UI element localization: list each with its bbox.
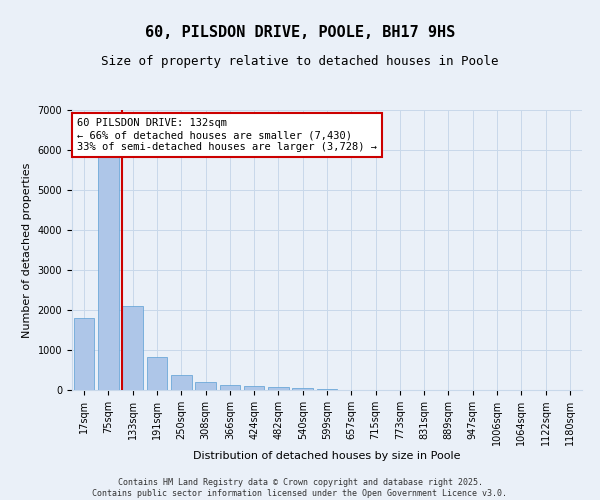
- Bar: [171, 375, 191, 390]
- Text: 60 PILSDON DRIVE: 132sqm
← 66% of detached houses are smaller (7,430)
33% of sem: 60 PILSDON DRIVE: 132sqm ← 66% of detach…: [77, 118, 377, 152]
- Bar: [122, 306, 143, 390]
- Bar: [98, 157, 119, 390]
- X-axis label: Distribution of detached houses by size in Poole: Distribution of detached houses by size …: [193, 451, 461, 461]
- Text: Size of property relative to detached houses in Poole: Size of property relative to detached ho…: [101, 55, 499, 68]
- Bar: [292, 388, 313, 390]
- Text: Contains HM Land Registry data © Crown copyright and database right 2025.
Contai: Contains HM Land Registry data © Crown c…: [92, 478, 508, 498]
- Bar: [220, 385, 240, 390]
- Y-axis label: Number of detached properties: Number of detached properties: [22, 162, 32, 338]
- Bar: [268, 387, 289, 390]
- Bar: [317, 389, 337, 390]
- Text: 60, PILSDON DRIVE, POOLE, BH17 9HS: 60, PILSDON DRIVE, POOLE, BH17 9HS: [145, 25, 455, 40]
- Bar: [244, 386, 265, 390]
- Bar: [146, 357, 167, 390]
- Bar: [195, 382, 216, 390]
- Bar: [74, 318, 94, 390]
